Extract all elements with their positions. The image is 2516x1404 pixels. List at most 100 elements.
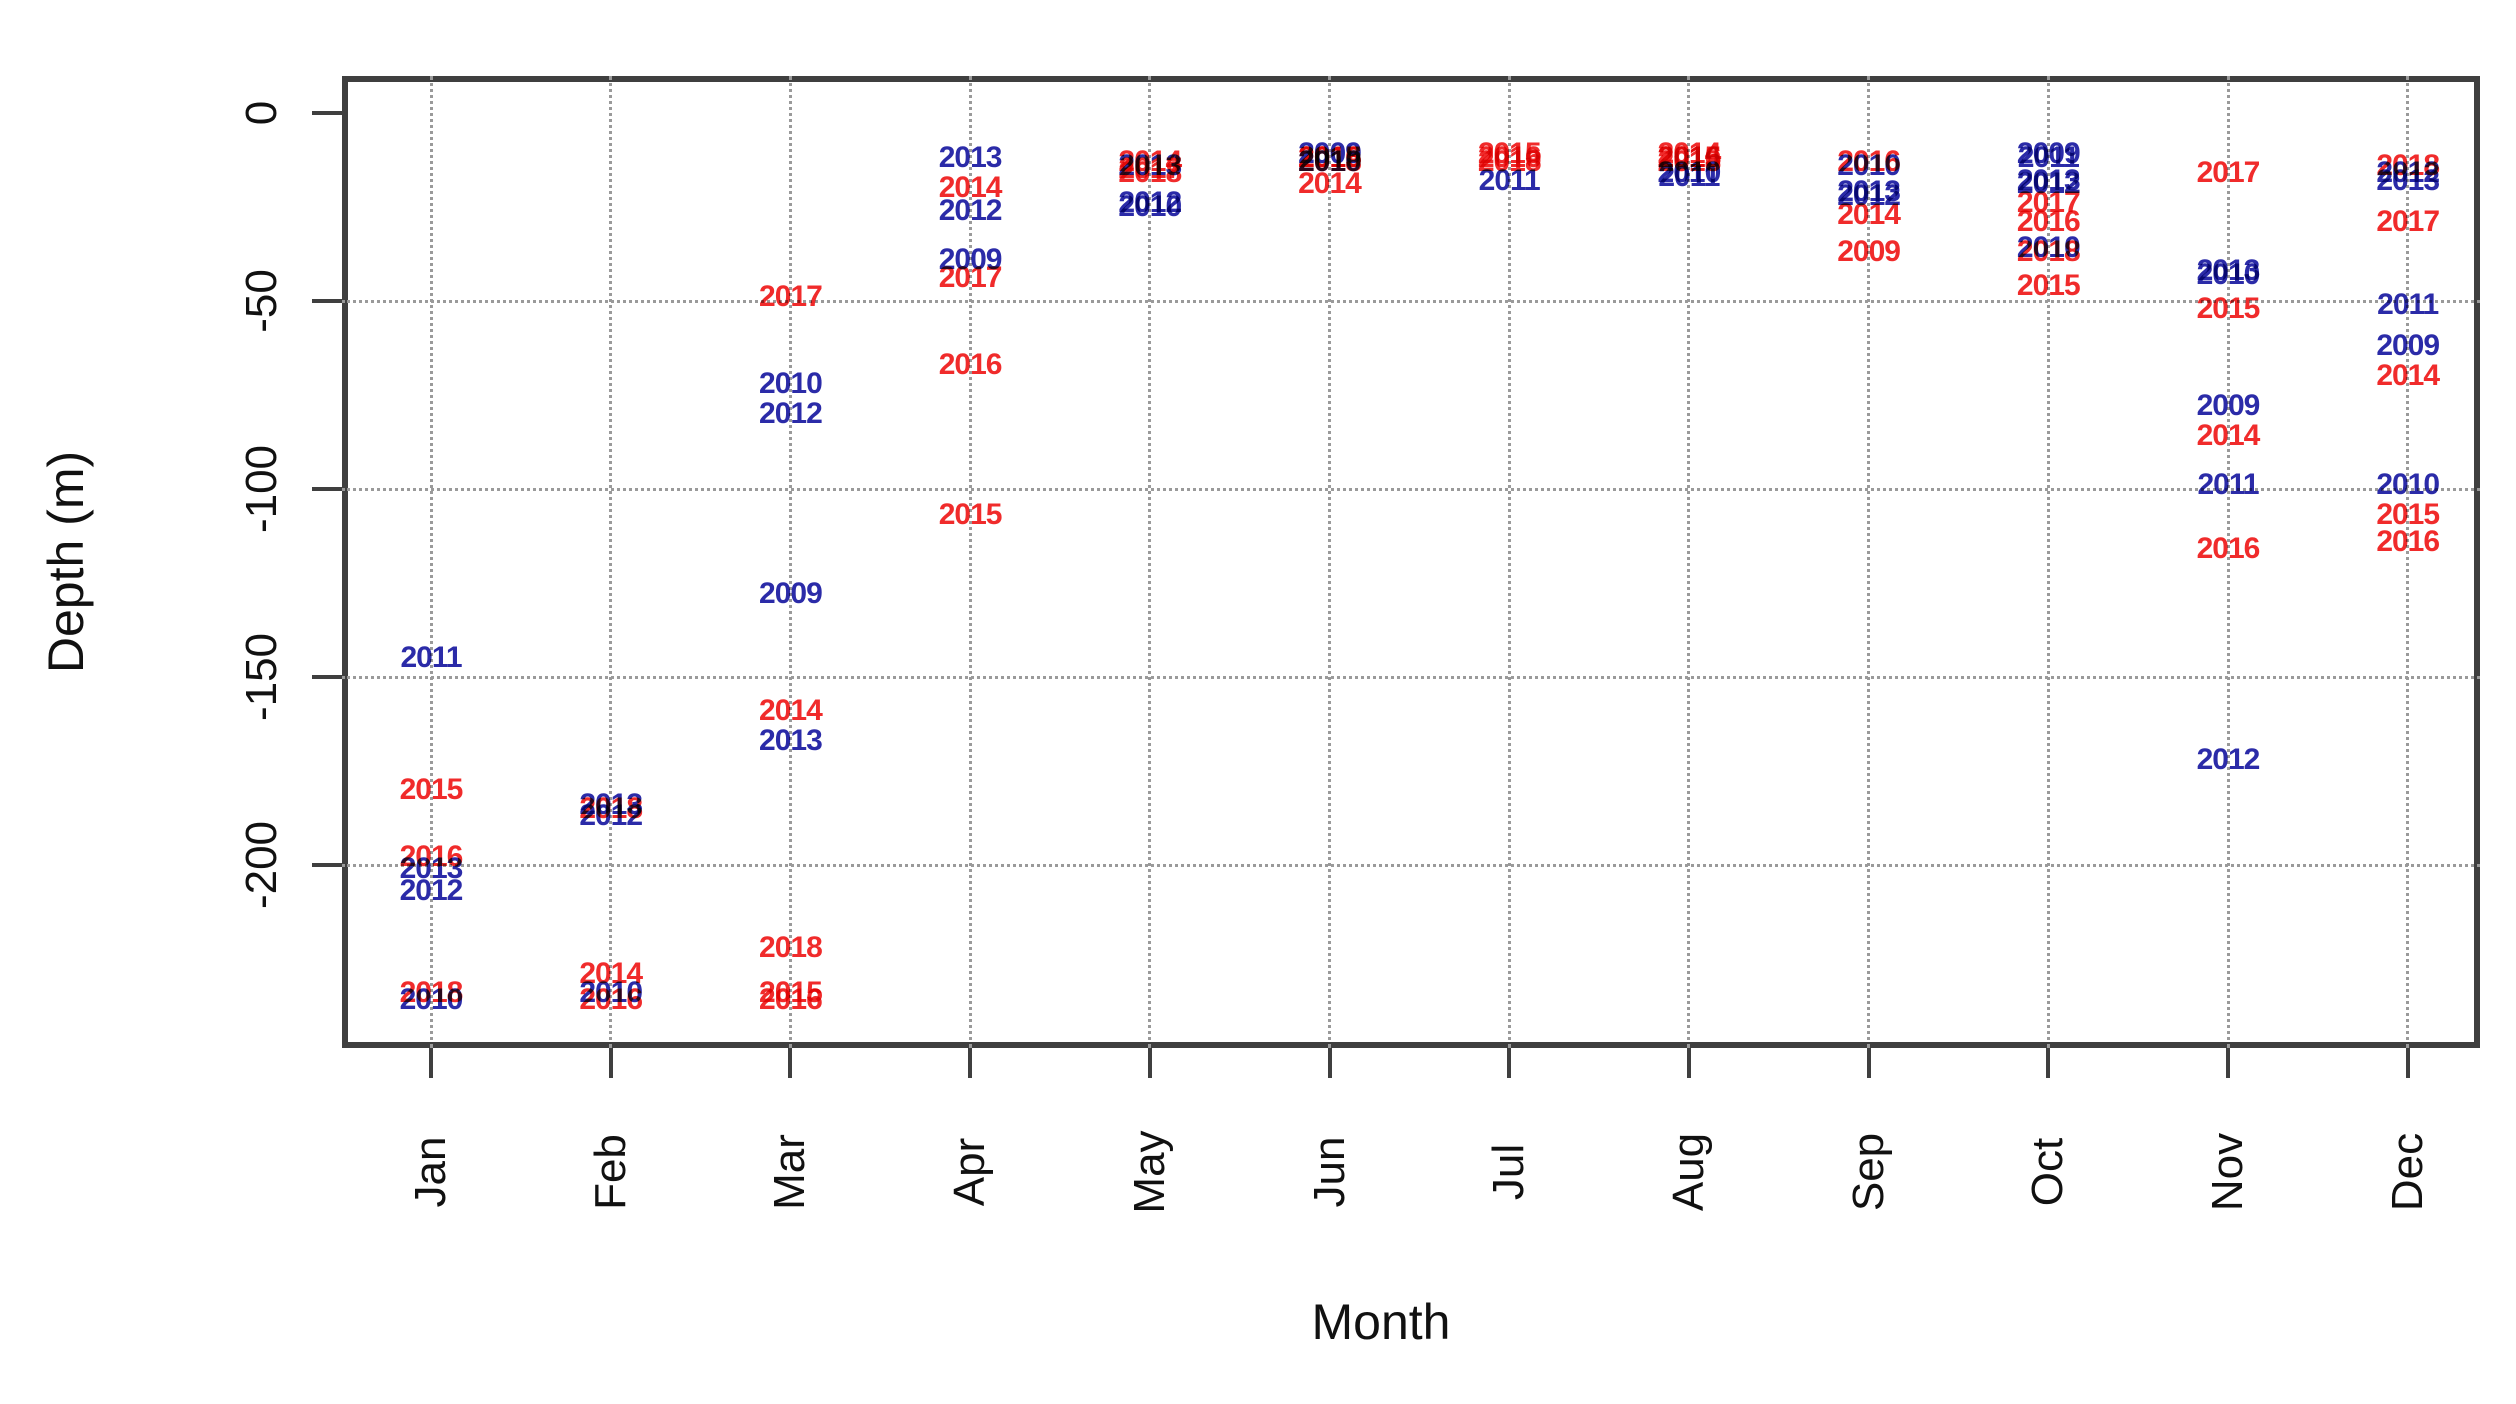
year-label-mar-2018: 2018 bbox=[759, 930, 823, 964]
gridline-vertical bbox=[1328, 76, 1331, 1048]
year-label-jun-2014: 2014 bbox=[1298, 167, 1362, 201]
gridline-vertical bbox=[2226, 76, 2230, 1048]
year-label-dec-2011: 2011 bbox=[2377, 287, 2439, 321]
year-label-jan-2010: 2010 bbox=[399, 983, 464, 1017]
year-label-nov-2012: 2012 bbox=[2196, 742, 2261, 776]
year-label-apr-2012: 2012 bbox=[938, 193, 1003, 227]
x-axis-tick bbox=[2226, 1048, 2230, 1078]
x-tick-label-jul: Jul bbox=[1484, 1143, 1534, 1201]
year-label-jan-2011: 2011 bbox=[400, 641, 462, 675]
year-label-mar-2017: 2017 bbox=[759, 280, 823, 314]
gridline-horizontal bbox=[342, 675, 2480, 679]
year-label-aug-2014: 2014 bbox=[1657, 137, 1722, 171]
year-label-mar-2015: 2015 bbox=[759, 975, 823, 1009]
y-axis-title: Depth (m) bbox=[38, 450, 94, 674]
x-tick-label-oct: Oct bbox=[2023, 1137, 2073, 1207]
gridline-vertical bbox=[2406, 76, 2410, 1048]
gridline-vertical bbox=[968, 76, 972, 1048]
year-label-aug-2011: 2011 bbox=[1658, 159, 1720, 193]
y-tick-label--50: -50 bbox=[237, 269, 286, 333]
year-label-oct-2010: 2010 bbox=[2016, 231, 2081, 265]
year-label-nov-2014: 2014 bbox=[2196, 419, 2261, 453]
year-label-may-2014: 2014 bbox=[1118, 144, 1182, 178]
year-label-dec-2013: 2013 bbox=[2376, 163, 2440, 197]
year-label-jul-2015: 2015 bbox=[1477, 137, 1542, 171]
year-label-nov-2017: 2017 bbox=[2196, 156, 2261, 190]
x-tick-label-jun: Jun bbox=[1304, 1136, 1354, 1208]
year-label-apr-2016: 2016 bbox=[938, 347, 1003, 381]
year-label-feb-2012: 2012 bbox=[579, 799, 643, 833]
year-label-nov-2013: 2013 bbox=[2196, 253, 2261, 287]
year-label-sep-2012: 2012 bbox=[1837, 178, 1901, 212]
year-label-oct-2012: 2012 bbox=[2016, 167, 2081, 201]
year-label-dec-2010: 2010 bbox=[2376, 468, 2440, 502]
y-axis-tick bbox=[312, 111, 342, 115]
y-axis-tick bbox=[312, 863, 342, 867]
year-label-aug-2018: 2018 bbox=[1657, 144, 1722, 178]
y-axis-tick bbox=[312, 675, 342, 679]
gridline-vertical bbox=[1148, 76, 1152, 1048]
year-label-oct-2017: 2017 bbox=[2016, 186, 2081, 220]
year-label-apr-2017: 2017 bbox=[938, 261, 1003, 295]
year-label-dec-2009: 2009 bbox=[2376, 329, 2440, 363]
year-label-feb-2016: 2016 bbox=[579, 983, 643, 1017]
year-label-dec-2017: 2017 bbox=[2376, 205, 2440, 239]
gridline-horizontal bbox=[342, 487, 2480, 491]
year-label-mar-2016: 2016 bbox=[759, 983, 823, 1017]
year-label-oct-2013: 2013 bbox=[2016, 163, 2081, 197]
x-tick-label-sep: Sep bbox=[1843, 1132, 1893, 1212]
year-label-jun-2018: 2018 bbox=[1298, 144, 1362, 178]
year-label-may-2013: 2013 bbox=[1118, 148, 1182, 182]
x-tick-label-aug: Aug bbox=[1663, 1132, 1713, 1212]
year-label-aug-2015: 2015 bbox=[1657, 141, 1722, 175]
x-tick-label-dec: Dec bbox=[2382, 1132, 2432, 1212]
x-tick-label-apr: Apr bbox=[945, 1137, 995, 1207]
year-label-oct-2016: 2016 bbox=[2016, 205, 2081, 239]
year-label-nov-2011: 2011 bbox=[2197, 468, 2259, 502]
year-label-oct-2015: 2015 bbox=[2016, 268, 2081, 302]
year-label-mar-2012: 2012 bbox=[759, 396, 823, 430]
x-axis-tick bbox=[608, 1048, 613, 1078]
y-tick-label-0: 0 bbox=[237, 100, 286, 126]
year-label-oct-2018: 2018 bbox=[2016, 235, 2081, 269]
x-axis-tick bbox=[1147, 1048, 1152, 1078]
gridline-vertical bbox=[2046, 76, 2050, 1048]
year-label-sep-2013: 2013 bbox=[1837, 174, 1901, 208]
gridline-horizontal bbox=[342, 299, 2480, 303]
gridline-vertical bbox=[1507, 76, 1511, 1048]
year-label-feb-2010: 2010 bbox=[579, 975, 643, 1009]
x-axis-tick bbox=[1686, 1048, 1691, 1078]
year-label-sep-2014: 2014 bbox=[1837, 197, 1901, 231]
year-label-nov-2016: 2016 bbox=[2196, 532, 2261, 566]
year-label-dec-2016: 2016 bbox=[2376, 524, 2440, 558]
y-tick-label--200: -200 bbox=[237, 820, 286, 910]
year-label-oct-2011: 2011 bbox=[2017, 141, 2080, 175]
year-label-jul-2016: 2016 bbox=[1477, 141, 1542, 175]
x-axis-tick bbox=[968, 1048, 973, 1078]
year-label-nov-2009: 2009 bbox=[2196, 389, 2261, 423]
year-label-nov-2015: 2015 bbox=[2196, 291, 2261, 325]
y-axis-tick bbox=[312, 487, 342, 491]
year-label-may-2018: 2018 bbox=[1118, 156, 1182, 190]
year-label-jul-2018: 2018 bbox=[1477, 144, 1542, 178]
y-tick-label--100: -100 bbox=[237, 444, 286, 534]
year-label-mar-2010: 2010 bbox=[759, 366, 823, 400]
year-label-jan-2016: 2016 bbox=[399, 840, 464, 874]
year-label-may-2010: 2010 bbox=[1118, 190, 1182, 223]
y-axis-tick bbox=[312, 299, 342, 303]
year-label-jan-2015: 2015 bbox=[399, 772, 464, 806]
gridline-vertical bbox=[429, 76, 433, 1048]
year-label-feb-2013: 2013 bbox=[579, 787, 643, 821]
year-label-aug-2010: 2010 bbox=[1657, 156, 1722, 190]
year-label-feb-2014: 2014 bbox=[579, 957, 643, 991]
x-tick-label-nov: Nov bbox=[2203, 1132, 2252, 1212]
gridline-horizontal bbox=[342, 863, 2480, 867]
year-label-dec-2018: 2018 bbox=[2376, 148, 2440, 182]
x-axis-tick bbox=[1327, 1048, 1332, 1078]
year-label-dec-2014: 2014 bbox=[2376, 359, 2440, 393]
year-label-jan-2012: 2012 bbox=[399, 874, 464, 908]
x-axis-tick bbox=[1866, 1048, 1871, 1078]
year-label-apr-2015: 2015 bbox=[938, 498, 1003, 532]
year-label-feb-2018: 2018 bbox=[579, 791, 643, 825]
x-axis-tick bbox=[2405, 1048, 2410, 1078]
